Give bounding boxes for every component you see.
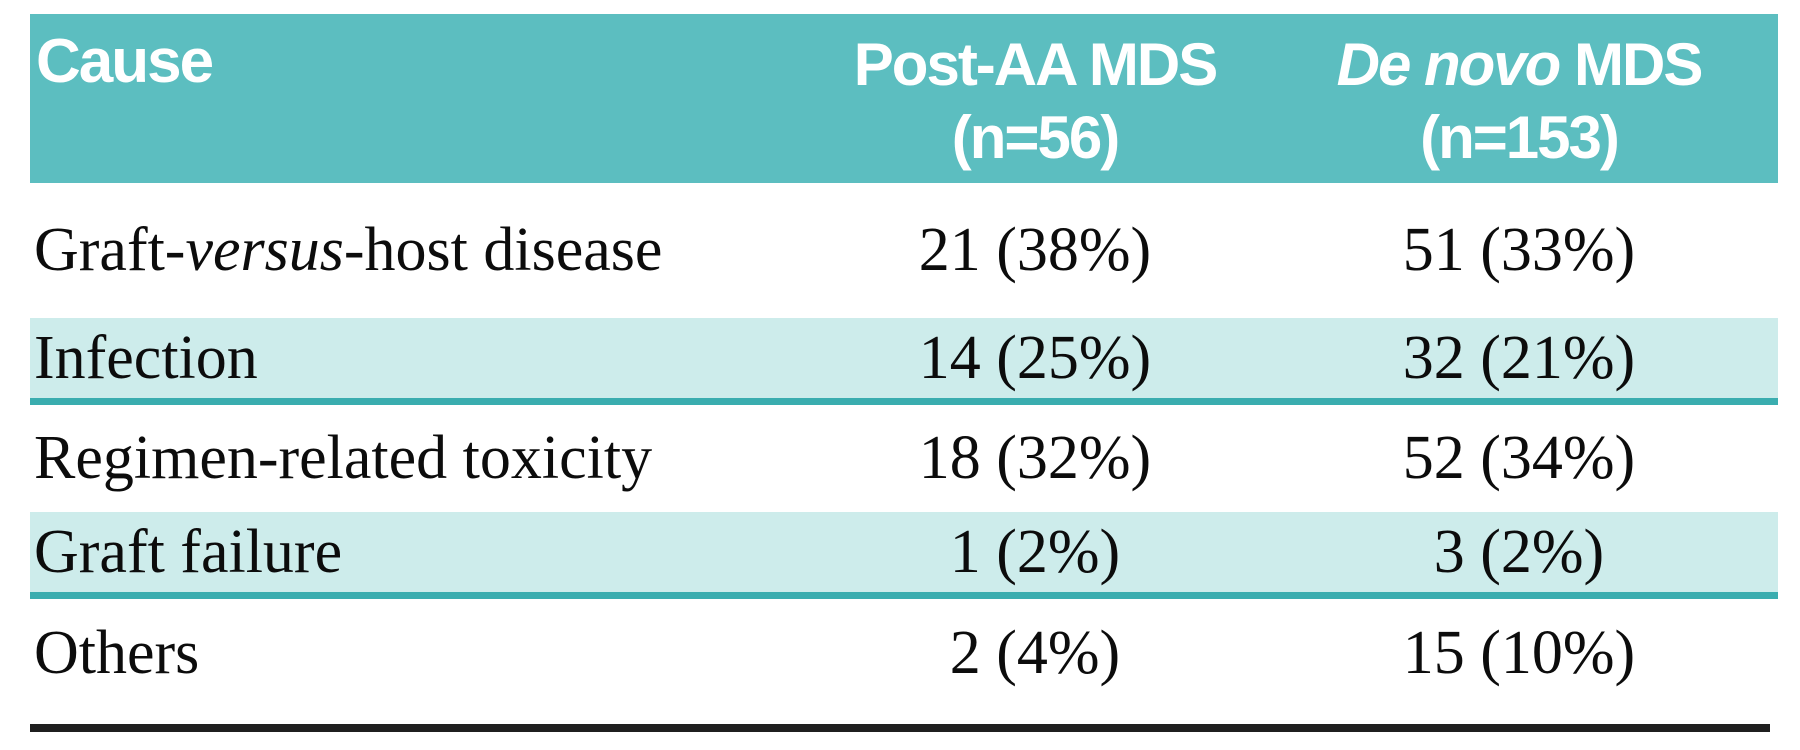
post-aa-cell: 1 (2%) — [949, 517, 1121, 586]
header-de-novo-mds: De novo MDS (n=153) — [1260, 14, 1778, 183]
table-row-others: Others 2 (4%) 15 (10%) — [30, 599, 1778, 707]
de-novo-cell: 3 (2%) — [1433, 517, 1605, 586]
table-row-gvhd: Graft-versus-host disease 21 (38%) 51 (3… — [30, 183, 1778, 318]
causes-table: Cause Post-AA MDS (n=56) De novo MDS (n=… — [30, 14, 1778, 732]
table-row-infection: Infection 14 (25%) 32 (21%) — [30, 318, 1778, 405]
de-novo-cell: 15 (10%) — [1402, 618, 1636, 687]
cause-cell: Graft-versus-host disease — [34, 216, 663, 284]
cause-cell: Regimen-related toxicity — [34, 424, 653, 492]
de-novo-cell: 32 (21%) — [1402, 323, 1636, 392]
table-row-regimen-toxicity: Regimen-related toxicity 18 (32%) 52 (34… — [30, 405, 1778, 512]
post-aa-cell: 21 (38%) — [918, 216, 1152, 284]
post-aa-cell: 18 (32%) — [918, 424, 1152, 492]
cause-cell: Infection — [34, 323, 258, 392]
cause-cell: Graft failure — [34, 517, 343, 586]
de-novo-cell: 52 (34%) — [1402, 424, 1636, 492]
header-post-aa-n: (n=56) — [951, 104, 1120, 172]
table-row-graft-failure: Graft failure 1 (2%) 3 (2%) — [30, 512, 1778, 599]
header-post-aa-mds: Post-AA MDS (n=56) — [810, 14, 1260, 183]
post-aa-cell: 2 (4%) — [949, 618, 1121, 687]
bottom-rule — [30, 724, 1770, 732]
table-header-row: Cause Post-AA MDS (n=56) De novo MDS (n=… — [30, 14, 1778, 183]
header-de-novo-rest: MDS — [1559, 31, 1703, 98]
header-post-aa-line1: Post-AA MDS — [853, 31, 1218, 98]
cause-cell: Others — [34, 618, 200, 687]
header-cause: Cause — [36, 27, 214, 96]
header-de-novo-n: (n=153) — [1420, 104, 1620, 172]
header-de-novo-italic: De novo — [1336, 31, 1562, 98]
de-novo-cell: 51 (33%) — [1402, 216, 1636, 284]
post-aa-cell: 14 (25%) — [918, 323, 1152, 392]
